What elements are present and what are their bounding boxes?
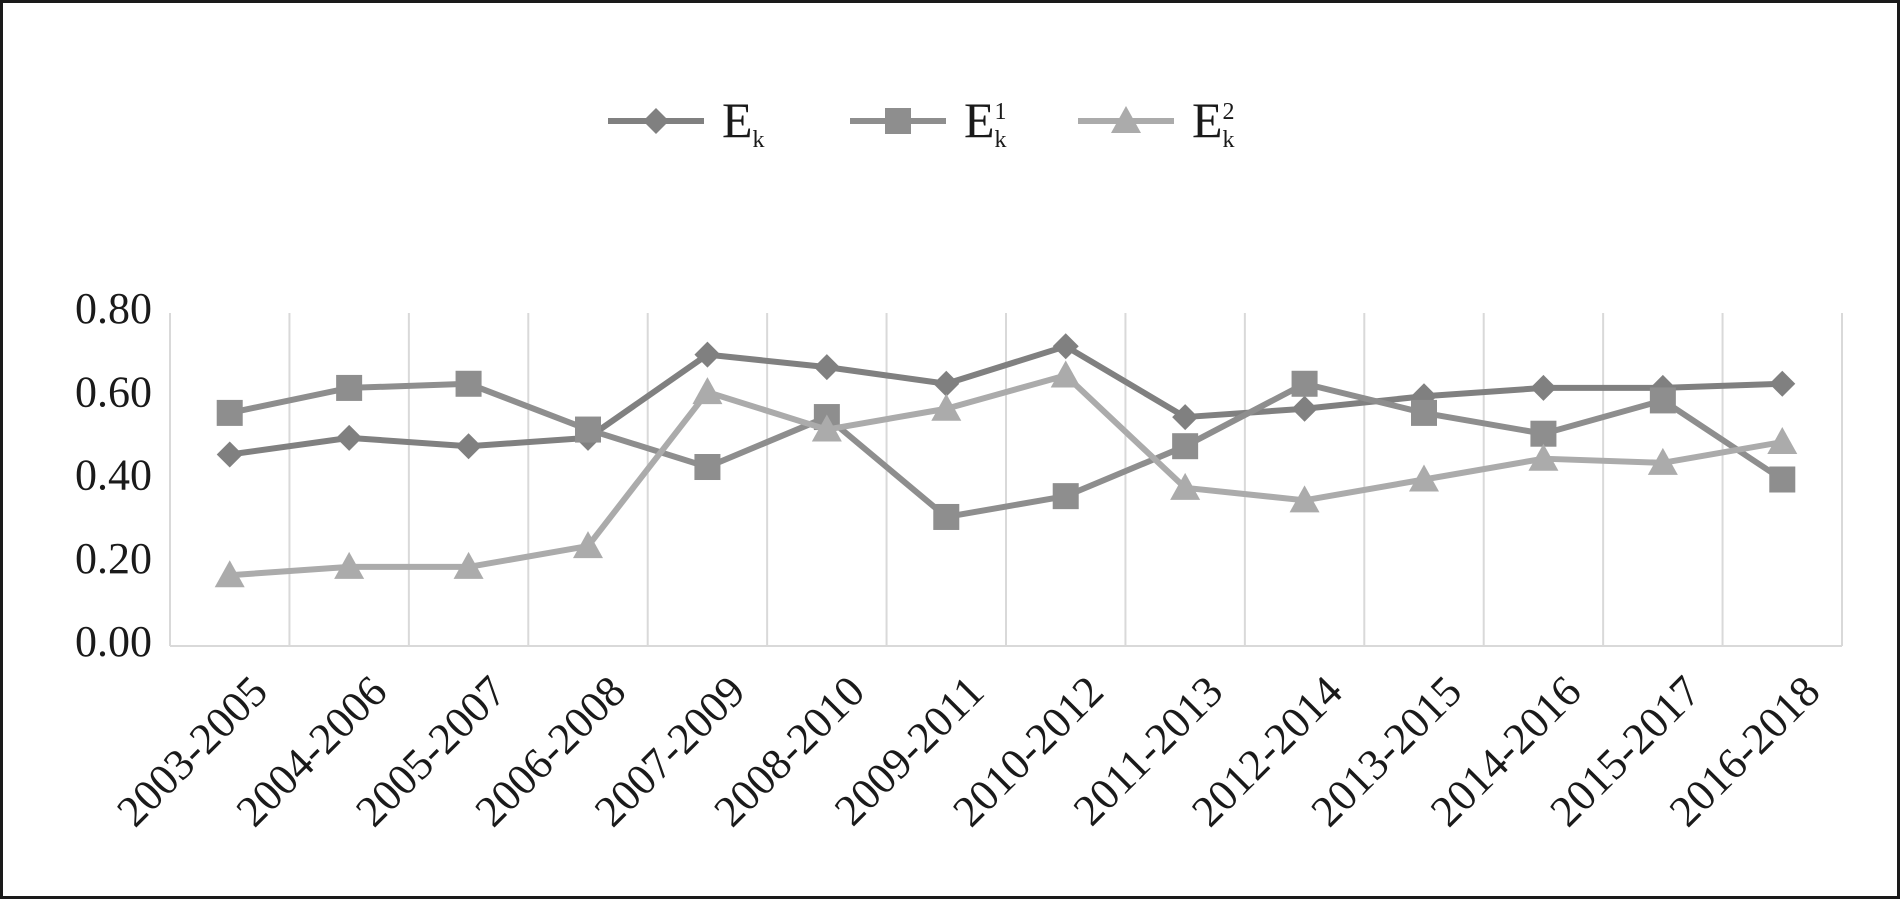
point xyxy=(1769,370,1796,397)
point xyxy=(885,108,911,134)
point xyxy=(1111,106,1141,133)
point xyxy=(1647,447,1678,475)
series-line xyxy=(229,343,1783,458)
point xyxy=(1528,443,1559,471)
point xyxy=(1409,464,1439,492)
point xyxy=(1530,420,1557,447)
point xyxy=(813,354,840,381)
point xyxy=(811,414,842,442)
legend-label: Ek xyxy=(722,92,765,153)
point xyxy=(1172,404,1199,431)
point xyxy=(931,393,962,421)
point xyxy=(1291,395,1318,422)
point xyxy=(336,424,363,451)
point xyxy=(1050,360,1081,388)
point xyxy=(643,108,669,134)
point xyxy=(573,531,603,559)
y-tick-label: 0.40 xyxy=(75,451,152,500)
point xyxy=(1530,374,1557,401)
y-tick-label: 0.20 xyxy=(75,534,152,583)
legend-item: Ek1 xyxy=(850,92,1007,153)
point xyxy=(1172,433,1199,460)
point xyxy=(692,377,723,405)
point xyxy=(336,374,363,401)
point xyxy=(933,503,960,530)
y-tick-label: 0.80 xyxy=(75,284,152,333)
legend-label: Ek2 xyxy=(1192,92,1235,153)
point xyxy=(694,454,721,481)
y-tick-label: 0.00 xyxy=(75,617,152,666)
legend-item: Ek xyxy=(608,92,765,153)
point xyxy=(1769,466,1796,493)
point xyxy=(694,341,721,368)
legend-label: Ek1 xyxy=(964,92,1007,153)
point xyxy=(1291,370,1318,397)
point xyxy=(216,441,243,468)
y-tick-label: 0.60 xyxy=(75,367,152,416)
point xyxy=(455,370,482,397)
point xyxy=(214,560,245,588)
point xyxy=(1170,472,1201,500)
point xyxy=(1411,399,1437,426)
point xyxy=(575,416,601,443)
series-line xyxy=(229,380,1784,520)
point xyxy=(216,399,243,426)
point xyxy=(334,551,365,579)
point xyxy=(1289,485,1320,513)
point xyxy=(455,433,482,460)
point xyxy=(1649,387,1676,414)
point xyxy=(933,370,960,397)
point xyxy=(1052,483,1079,510)
point xyxy=(1767,427,1798,455)
point xyxy=(1052,333,1079,360)
legend-item: Ek2 xyxy=(1078,92,1235,153)
series-line xyxy=(229,372,1783,579)
point xyxy=(453,551,484,579)
